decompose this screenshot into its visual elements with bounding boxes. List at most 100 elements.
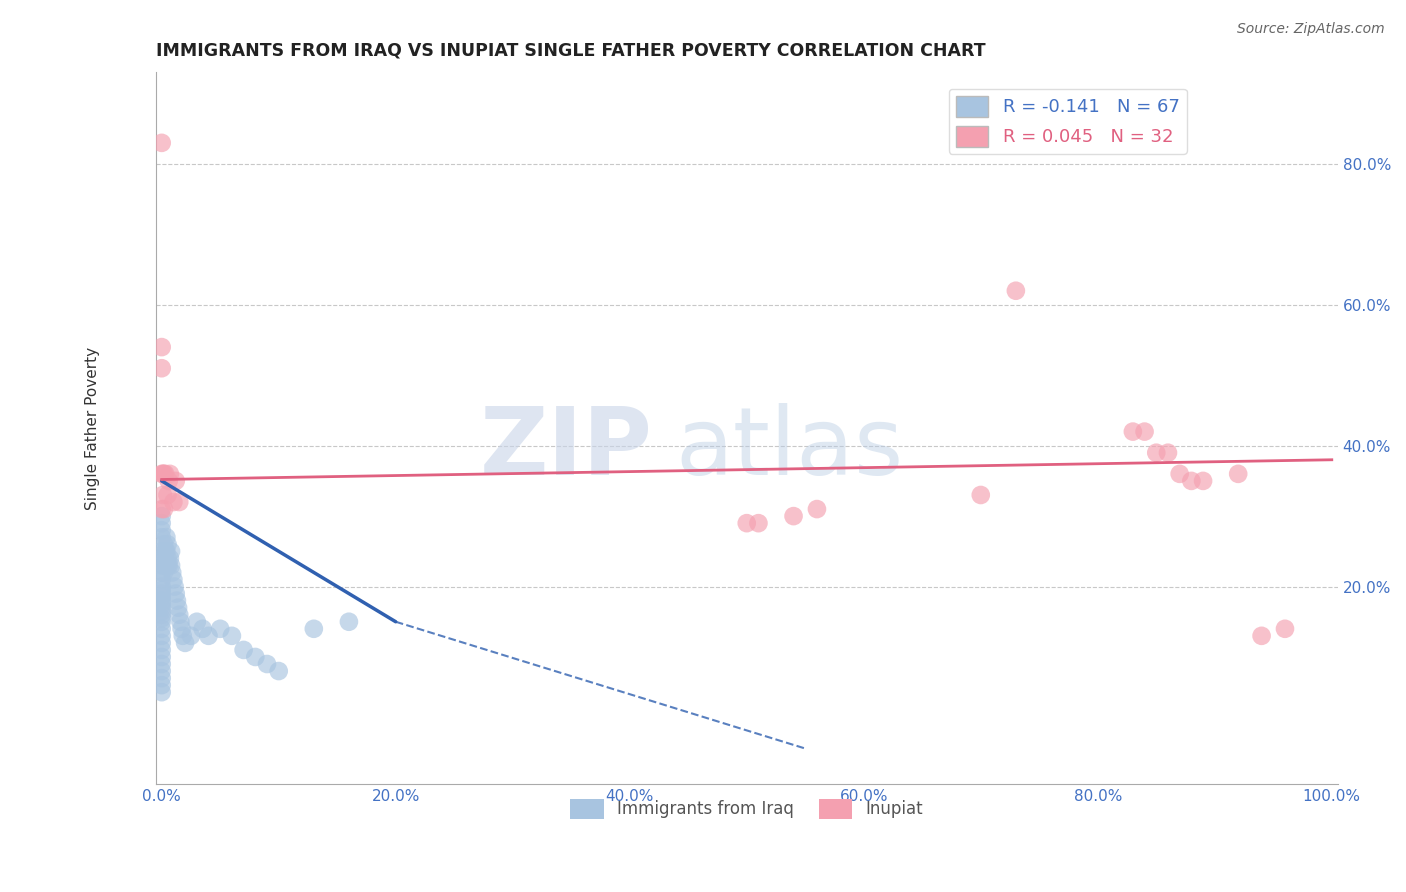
Point — [735, 516, 758, 530]
Point — [970, 488, 993, 502]
Point — [165, 474, 187, 488]
Point — [150, 597, 173, 611]
Point — [156, 551, 179, 566]
Point — [160, 544, 183, 558]
Point — [150, 530, 173, 544]
Point — [162, 573, 184, 587]
Point — [150, 467, 173, 481]
Point — [159, 467, 181, 481]
Point — [156, 537, 179, 551]
Point — [302, 622, 325, 636]
Point — [160, 558, 183, 573]
Point — [150, 629, 173, 643]
Point — [150, 671, 173, 685]
Y-axis label: Single Father Poverty: Single Father Poverty — [86, 346, 100, 509]
Point — [150, 664, 173, 678]
Point — [186, 615, 208, 629]
Point — [782, 509, 804, 524]
Point — [162, 566, 184, 580]
Point — [150, 516, 173, 530]
Point — [1005, 284, 1028, 298]
Point — [747, 516, 769, 530]
Point — [1144, 446, 1167, 460]
Point — [167, 495, 190, 509]
Point — [150, 590, 173, 604]
Point — [162, 495, 184, 509]
Point — [1227, 467, 1250, 481]
Point — [1157, 446, 1180, 460]
Point — [150, 573, 173, 587]
Point — [150, 558, 173, 573]
Point — [150, 583, 173, 598]
Point — [172, 629, 194, 643]
Point — [167, 600, 190, 615]
Point — [1274, 622, 1296, 636]
Point — [169, 615, 191, 629]
Point — [150, 509, 173, 524]
Point — [166, 593, 188, 607]
Point — [150, 636, 173, 650]
Point — [155, 544, 177, 558]
Point — [170, 622, 193, 636]
Point — [150, 593, 173, 607]
Point — [156, 488, 179, 502]
Point — [150, 657, 173, 671]
Point — [167, 607, 190, 622]
Point — [806, 502, 828, 516]
Text: atlas: atlas — [676, 403, 904, 495]
Point — [150, 361, 173, 376]
Point — [267, 664, 290, 678]
Text: Source: ZipAtlas.com: Source: ZipAtlas.com — [1237, 22, 1385, 37]
Text: ZIP: ZIP — [479, 403, 652, 495]
Point — [337, 615, 360, 629]
Point — [156, 558, 179, 573]
Point — [150, 566, 173, 580]
Point — [153, 537, 176, 551]
Point — [150, 650, 173, 665]
Point — [1133, 425, 1156, 439]
Point — [150, 551, 173, 566]
Point — [191, 622, 214, 636]
Point — [150, 580, 173, 594]
Point — [157, 558, 180, 573]
Point — [245, 650, 267, 665]
Point — [150, 600, 173, 615]
Point — [155, 467, 177, 481]
Point — [174, 636, 197, 650]
Point — [1250, 629, 1272, 643]
Legend: Immigrants from Iraq, Inupiat: Immigrants from Iraq, Inupiat — [564, 793, 929, 825]
Point — [155, 530, 177, 544]
Point — [153, 467, 176, 481]
Point — [152, 467, 174, 481]
Point — [153, 551, 176, 566]
Point — [150, 607, 173, 622]
Point — [150, 340, 173, 354]
Point — [152, 488, 174, 502]
Point — [150, 678, 173, 692]
Point — [155, 544, 177, 558]
Point — [180, 629, 202, 643]
Point — [1168, 467, 1191, 481]
Point — [150, 643, 173, 657]
Point — [1192, 474, 1215, 488]
Point — [150, 523, 173, 537]
Point — [221, 629, 243, 643]
Point — [150, 502, 173, 516]
Point — [150, 622, 173, 636]
Point — [232, 643, 254, 657]
Point — [157, 474, 180, 488]
Point — [150, 544, 173, 558]
Point — [159, 551, 181, 566]
Point — [150, 586, 173, 600]
Point — [163, 580, 186, 594]
Point — [1122, 425, 1144, 439]
Point — [1180, 474, 1202, 488]
Point — [155, 558, 177, 573]
Point — [197, 629, 219, 643]
Point — [153, 566, 176, 580]
Point — [150, 611, 173, 625]
Point — [150, 615, 173, 629]
Text: IMMIGRANTS FROM IRAQ VS INUPIAT SINGLE FATHER POVERTY CORRELATION CHART: IMMIGRANTS FROM IRAQ VS INUPIAT SINGLE F… — [156, 42, 986, 60]
Point — [209, 622, 232, 636]
Point — [150, 604, 173, 618]
